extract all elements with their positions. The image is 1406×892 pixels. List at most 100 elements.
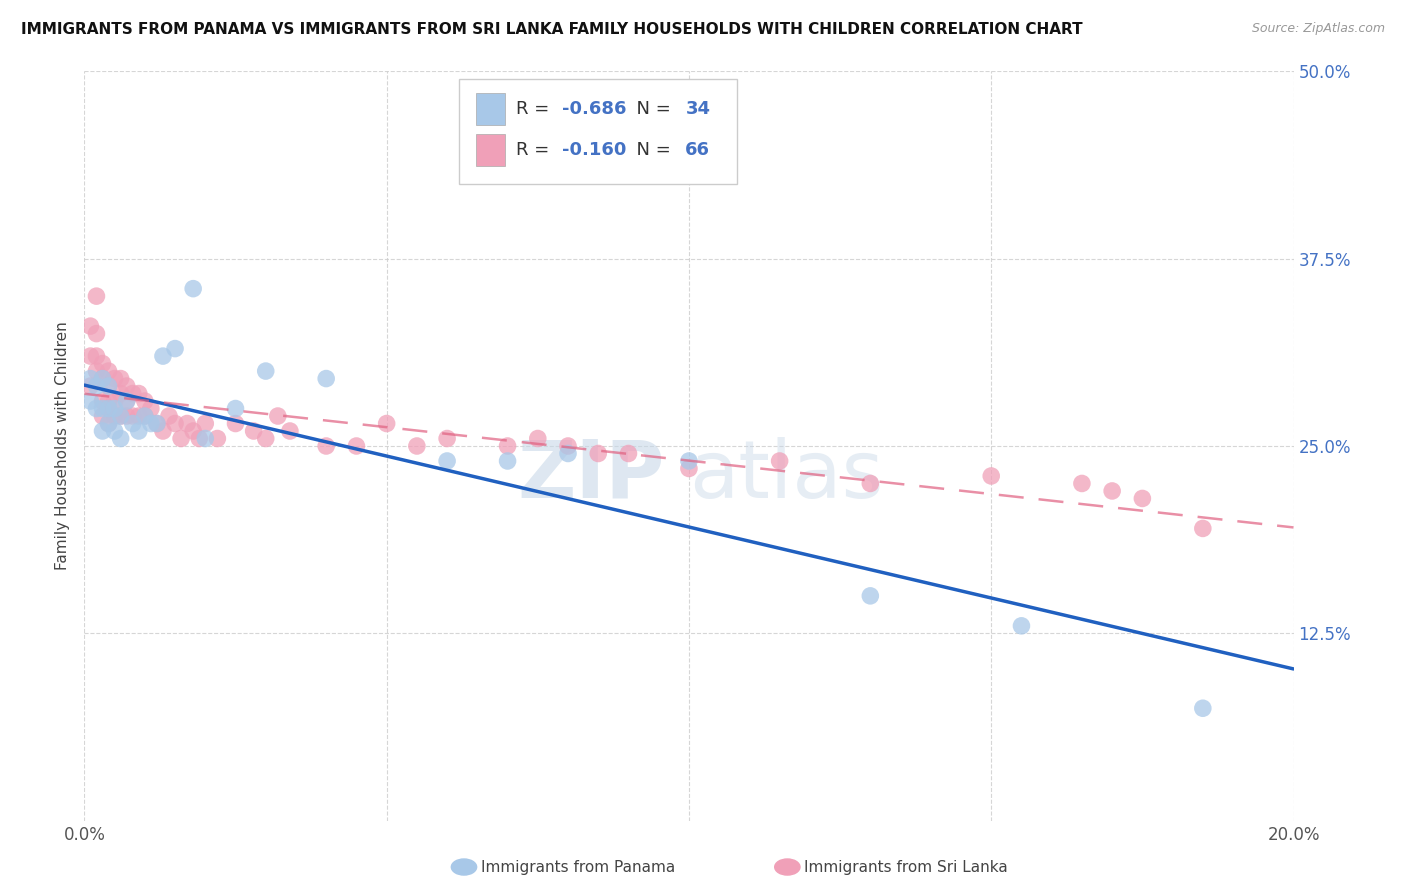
Point: [134, 409, 156, 423]
Point: [134, 394, 156, 409]
Point: [79, 319, 101, 334]
Point: [146, 417, 169, 431]
Text: R =: R =: [516, 141, 555, 159]
Point: [1192, 521, 1215, 535]
Point: [121, 386, 143, 401]
Text: R =: R =: [516, 100, 555, 118]
Point: [104, 409, 127, 423]
Point: [139, 417, 162, 431]
Point: [157, 409, 180, 423]
Point: [121, 409, 143, 423]
Point: [115, 379, 138, 393]
Point: [86, 349, 108, 363]
Point: [678, 461, 700, 475]
Point: [110, 386, 132, 401]
Point: [97, 401, 120, 416]
Point: [188, 432, 211, 446]
Point: [79, 379, 101, 393]
Text: N =: N =: [624, 100, 676, 118]
Point: [97, 417, 120, 431]
Point: [86, 326, 108, 341]
Point: [207, 432, 229, 446]
Point: [97, 379, 120, 393]
Point: [91, 371, 114, 385]
Point: [242, 424, 264, 438]
Point: [267, 409, 290, 423]
Point: [104, 424, 127, 438]
Y-axis label: Family Households with Children: Family Households with Children: [55, 322, 70, 570]
Text: -0.686: -0.686: [562, 100, 627, 118]
FancyBboxPatch shape: [460, 78, 737, 184]
Point: [194, 417, 217, 431]
Point: [121, 417, 143, 431]
Point: [1011, 619, 1033, 633]
Point: [79, 371, 101, 385]
Point: [115, 394, 138, 409]
Point: [152, 349, 174, 363]
Point: [176, 417, 198, 431]
FancyBboxPatch shape: [477, 135, 505, 166]
Point: [181, 424, 204, 438]
Point: [110, 371, 132, 385]
Text: N =: N =: [624, 141, 676, 159]
Point: [139, 401, 162, 416]
Point: [91, 357, 114, 371]
Point: [110, 432, 132, 446]
Point: [104, 394, 127, 409]
Point: [436, 454, 458, 468]
Point: [134, 409, 156, 423]
Text: IMMIGRANTS FROM PANAMA VS IMMIGRANTS FROM SRI LANKA FAMILY HOUSEHOLDS WITH CHILD: IMMIGRANTS FROM PANAMA VS IMMIGRANTS FRO…: [21, 22, 1083, 37]
Point: [346, 439, 368, 453]
Point: [128, 386, 150, 401]
Point: [97, 417, 120, 431]
Point: [225, 401, 247, 416]
Point: [97, 401, 120, 416]
Point: [678, 454, 700, 468]
Point: [91, 401, 114, 416]
Point: [91, 371, 114, 385]
Point: [79, 394, 101, 409]
Point: [588, 446, 610, 460]
Point: [104, 401, 127, 416]
Point: [170, 432, 193, 446]
Point: [375, 417, 398, 431]
Point: [91, 394, 114, 409]
Point: [146, 417, 169, 431]
Text: atlas: atlas: [689, 437, 883, 515]
Point: [194, 432, 217, 446]
Point: [557, 446, 579, 460]
Point: [859, 476, 882, 491]
Point: [91, 371, 114, 385]
Point: [496, 454, 519, 468]
Point: [110, 409, 132, 423]
Point: [496, 439, 519, 453]
Text: 34: 34: [685, 100, 710, 118]
Point: [1101, 483, 1123, 498]
Point: [315, 371, 337, 385]
Point: [115, 409, 138, 423]
Point: [1071, 476, 1094, 491]
Text: Immigrants from Panama: Immigrants from Panama: [481, 860, 675, 874]
Point: [980, 469, 1002, 483]
Point: [769, 454, 792, 468]
Point: [225, 417, 247, 431]
Point: [254, 364, 277, 378]
Point: [115, 394, 138, 409]
Point: [152, 424, 174, 438]
Point: [1192, 701, 1215, 715]
Point: [86, 289, 108, 303]
Point: [165, 342, 187, 356]
Point: [110, 409, 132, 423]
Point: [165, 417, 187, 431]
Point: [557, 439, 579, 453]
Point: [406, 439, 429, 453]
Point: [315, 439, 337, 453]
Point: [91, 424, 114, 438]
Text: 66: 66: [685, 141, 710, 159]
Point: [617, 446, 640, 460]
Point: [86, 401, 108, 416]
Point: [436, 432, 458, 446]
FancyBboxPatch shape: [477, 93, 505, 125]
Point: [97, 364, 120, 378]
Text: -0.160: -0.160: [562, 141, 626, 159]
